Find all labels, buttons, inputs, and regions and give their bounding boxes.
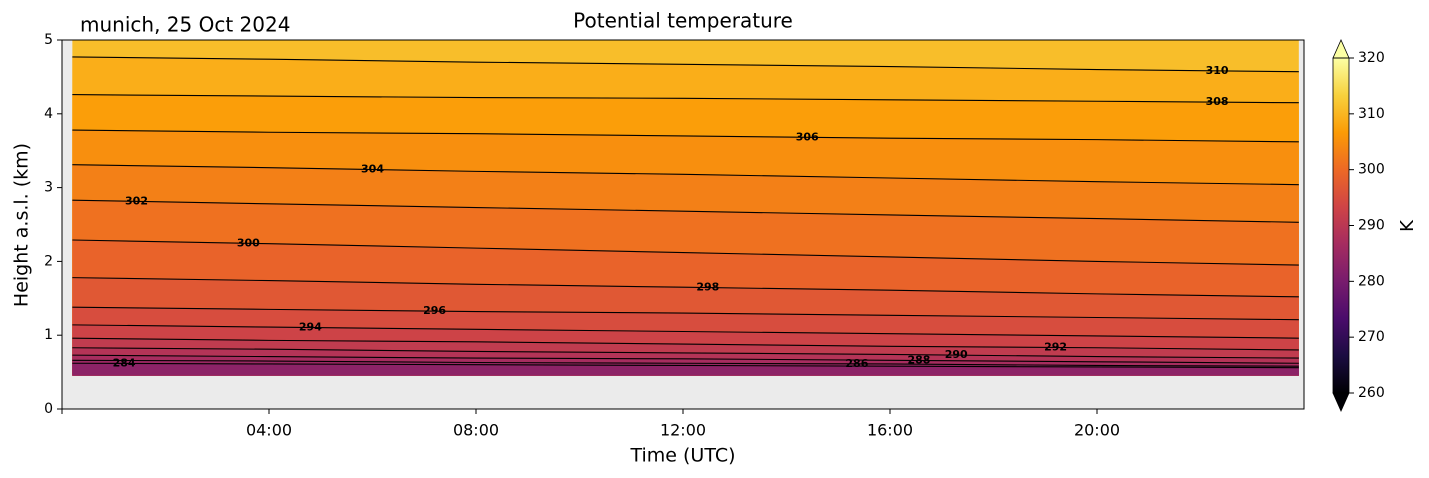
- contour-label: 296: [423, 304, 446, 317]
- x-tick-label: 16:00: [867, 421, 913, 440]
- contour-band: [72, 363, 1299, 376]
- y-axis-label: Height a.s.l. (km): [11, 143, 33, 307]
- y-tick-label: 2: [44, 253, 53, 269]
- contour-label: 306: [796, 130, 819, 143]
- contour-line: [72, 199, 1299, 223]
- annotation: munich, 25 Oct 2024: [80, 13, 290, 37]
- contour-line: [72, 362, 1299, 369]
- y-tick-label: 5: [44, 32, 53, 48]
- colorbar-tick-label: 290: [1358, 218, 1385, 234]
- x-tick-label: 08:00: [453, 421, 499, 440]
- colorbar-extend-bottom: [1332, 392, 1350, 412]
- contour-line: [72, 324, 1299, 339]
- contour-label: 308: [1206, 95, 1229, 108]
- contour-label: 284: [113, 356, 136, 369]
- contour-label: 304: [361, 163, 384, 176]
- contour-line: [72, 56, 1299, 73]
- y-tick-label: 1: [44, 327, 53, 343]
- colorbar-tick-label: 260: [1358, 385, 1385, 401]
- x-tick-label: 20:00: [1074, 421, 1120, 440]
- contour-line: [72, 337, 1299, 351]
- contour-plot: 310 308 306 304 302 300 298 296 294 292 290 288 286 2…: [72, 40, 1299, 376]
- colorbar-tick-label: 300: [1358, 162, 1385, 178]
- colorbar: [1333, 58, 1349, 393]
- colorbar-extend-top: [1332, 39, 1350, 59]
- contour-line: [72, 164, 1299, 186]
- chart-title: Potential temperature: [573, 9, 793, 33]
- colorbar-tick-label: 280: [1358, 273, 1385, 289]
- contour-label: 302: [125, 194, 148, 207]
- y-tick-label: 0: [44, 401, 53, 417]
- contour-label: 300: [237, 236, 260, 249]
- contour-label: 292: [1044, 340, 1067, 353]
- contour-line: [72, 347, 1299, 359]
- contour-label: 286: [845, 357, 868, 370]
- y-tick-label: 3: [44, 180, 53, 196]
- contour-line: [72, 354, 1299, 364]
- colorbar-tick-label: 310: [1358, 106, 1385, 122]
- contour-label: 310: [1206, 64, 1229, 77]
- contour-label: 290: [945, 348, 968, 361]
- colorbar-label: K: [1397, 219, 1418, 232]
- contour-label: 288: [907, 353, 930, 366]
- contour-line: [72, 94, 1299, 104]
- x-axis-label: Time (UTC): [629, 445, 735, 467]
- contour-line: [72, 277, 1299, 298]
- x-tick-label: 04:00: [246, 421, 292, 440]
- y-tick-label: 4: [44, 106, 53, 122]
- x-tick-label: 12:00: [660, 421, 706, 440]
- contour-line: [72, 129, 1299, 143]
- contour-label: 294: [299, 321, 322, 334]
- contour-label: 298: [696, 281, 719, 294]
- contour-line: [72, 239, 1299, 266]
- colorbar-tick-label: 270: [1358, 329, 1385, 345]
- colorbar-tick-label: 320: [1358, 50, 1385, 66]
- contour-line: [72, 359, 1299, 367]
- contour-line: [72, 306, 1299, 321]
